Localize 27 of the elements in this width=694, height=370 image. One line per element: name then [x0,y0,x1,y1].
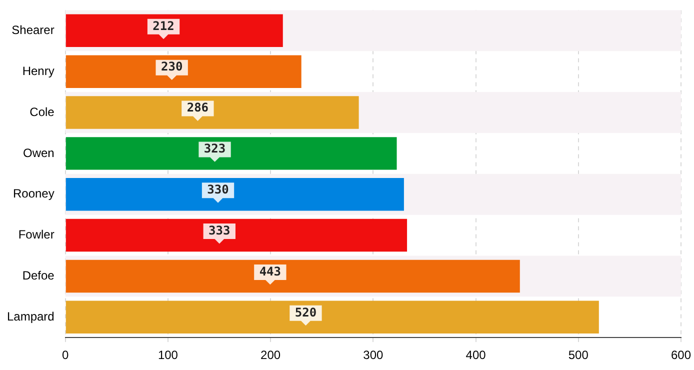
data-label: 330 [207,182,229,196]
y-tick-label: Shearer [12,22,54,37]
y-tick-label: Cole [30,104,55,119]
x-tick-label: 300 [363,348,384,362]
data-label: 230 [160,60,183,74]
bar [66,218,408,252]
x-tick-label: 600 [670,348,692,362]
bar [66,300,599,334]
y-tick-label: Owen [23,146,54,160]
y-tick-label: Defoe [22,268,55,283]
data-label: 286 [186,100,209,115]
data-label: 212 [152,18,174,33]
data-label: 443 [259,264,282,278]
bar [66,55,302,88]
data-label: 333 [208,223,230,238]
x-tick-label: 100 [158,348,178,362]
y-tick-label: Lampard [6,309,54,324]
x-tick-label: 200 [260,348,281,362]
y-tick-label: Fowler [18,228,54,242]
x-tick-label: 0 [62,348,70,362]
data-label: 323 [204,142,226,156]
y-tick-label: Henry [22,64,54,78]
x-tick-label: 500 [568,348,589,362]
bar [66,137,397,170]
x-tick-label: 400 [466,348,486,362]
data-label: 520 [294,305,317,320]
y-tick-label: Rooney [12,186,54,201]
